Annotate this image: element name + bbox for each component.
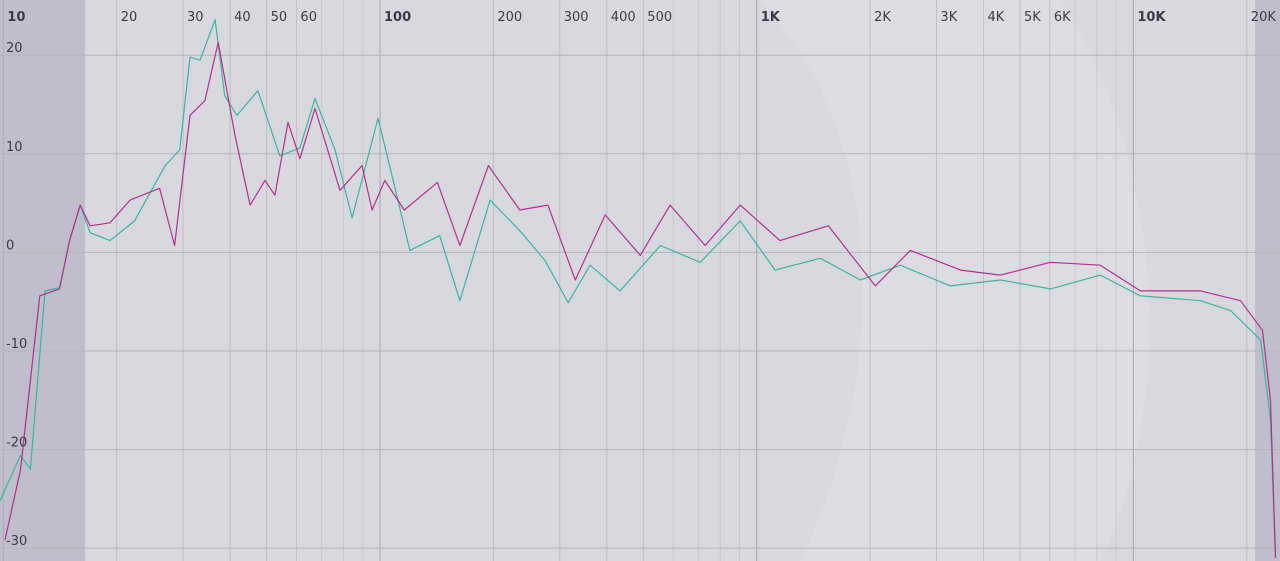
x-tick-label: 400 (611, 10, 636, 25)
x-tick-label: 10K (1137, 10, 1166, 25)
x-tick-label: 100 (384, 10, 411, 25)
x-tick-label: 10 (7, 10, 25, 25)
x-tick-label: 50 (271, 10, 288, 25)
x-tick-label: 30 (187, 10, 204, 25)
series-lines (0, 19, 1277, 559)
x-tick-label: 40 (234, 10, 251, 25)
x-tick-label: 3K (940, 10, 957, 25)
out-of-range-low (0, 0, 85, 561)
x-tick-label: 20K (1251, 10, 1277, 25)
y-tick-label: 20 (6, 41, 23, 56)
series-line (4, 41, 1277, 559)
x-tick-label: 60 (300, 10, 317, 25)
x-tick-label: 1K (761, 10, 781, 25)
series-line (0, 19, 1277, 559)
x-tick-label: 500 (647, 10, 672, 25)
x-tick-label: 4K (987, 10, 1004, 25)
y-tick-label: 10 (6, 140, 23, 155)
x-tick-label: 200 (497, 10, 522, 25)
x-tick-label: 20 (121, 10, 138, 25)
x-tick-label: 6K (1054, 10, 1071, 25)
x-tick-label: 2K (874, 10, 891, 25)
background-logo (760, 0, 1150, 561)
y-tick-label: 0 (6, 238, 14, 253)
y-tick-label: -10 (6, 337, 27, 352)
tick-labels: 10 20 30 40 50 60 100 200 300 400 500 1K 2K 3K 4K 5K 6K 1… (6, 10, 1276, 549)
y-tick-label: -30 (6, 534, 27, 549)
x-tick-label: 5K (1024, 10, 1041, 25)
out-of-range-high (1255, 0, 1280, 561)
x-tick-label: 300 (564, 10, 589, 25)
y-tick-label: -20 (6, 436, 27, 451)
